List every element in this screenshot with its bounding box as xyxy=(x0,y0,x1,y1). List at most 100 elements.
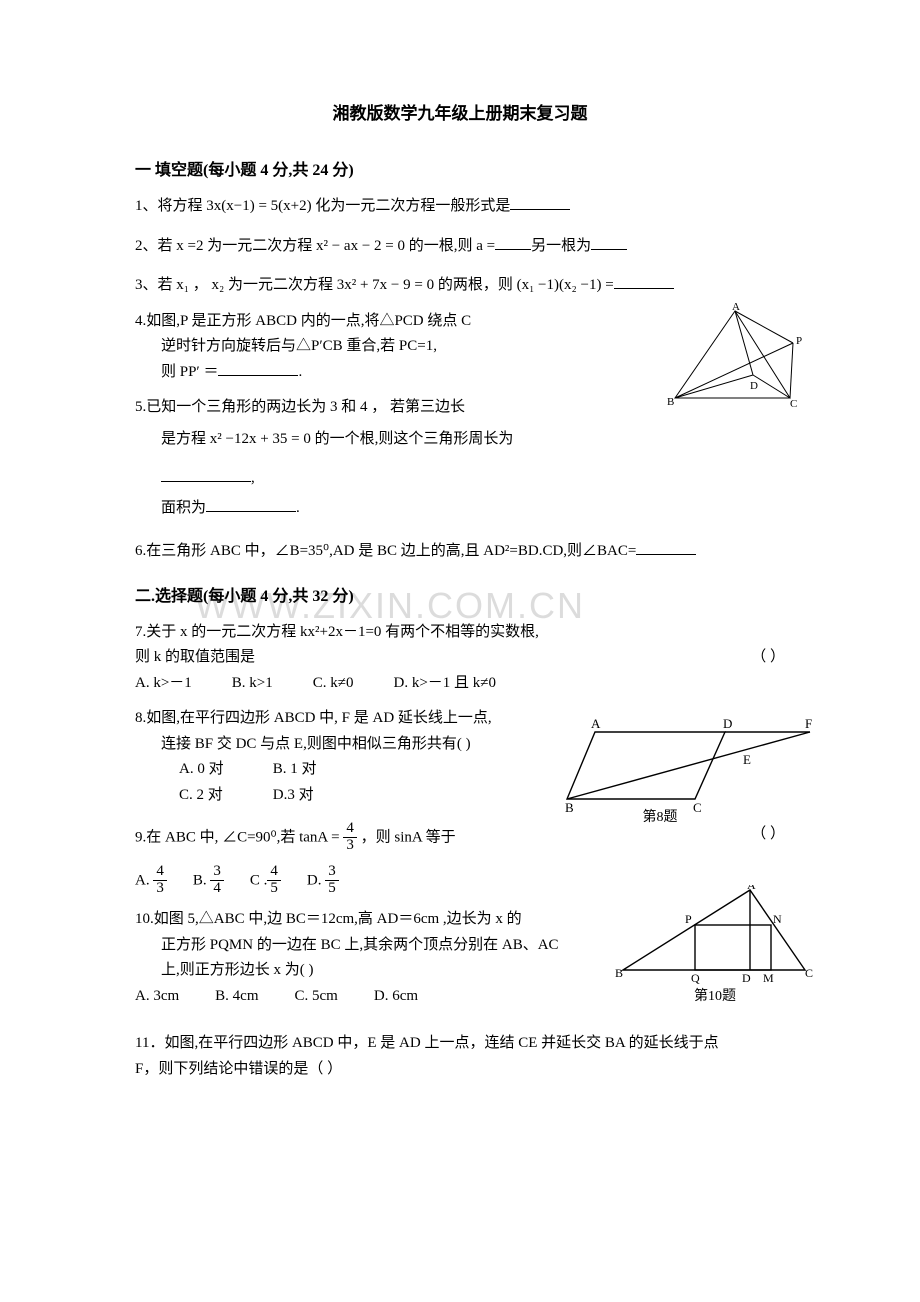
q1: 1、将方程 3x(x−1) = 5(x+2) 化为一元二次方程一般形式是 xyxy=(135,194,785,220)
q7: 7.关于 x 的一元二次方程 kx²+2x－1=0 有两个不相等的实数根, 则 … xyxy=(135,620,785,697)
q8-figure: A D F B C E 第8题 xyxy=(565,714,815,830)
q2: 2、若 x =2 为一元二次方程 x² − ax − 2 = 0 的一根,则 a… xyxy=(135,234,785,260)
doc-title: 湘教版数学九年级上册期末复习题 xyxy=(135,100,785,129)
q9-frac-d: 3 xyxy=(343,838,357,854)
q5-line2: 是方程 x² −12x + 35 = 0 的一个根,则这个三角形周长为 xyxy=(135,427,785,453)
q9-text-b: ，则 sinA 等于 xyxy=(361,830,456,846)
q9-frac-a: 43 xyxy=(153,864,167,897)
q9: 9.在 ABC 中, ∠C=90⁰,若 tanA = 43 ，则 sinA 等于… xyxy=(135,822,785,855)
q8-opt-d: D.3 对 xyxy=(273,787,314,803)
fig-q8-B: B xyxy=(565,800,574,814)
q9-opt-a-wrap: A. 43 xyxy=(135,865,167,898)
q11-l1-text: 11．如图,在平行四边形 ABCD 中，E 是 AD 上一点，连结 CE 并延长… xyxy=(135,1035,719,1051)
q10: 10.如图 5,△ABC 中,边 BC＝12cm,高 AD＝6cm ,边长为 x… xyxy=(135,907,785,1009)
q7-line2-wrap: 则 k 的取值范围是 （ ） xyxy=(135,645,785,671)
fig-q10-C: C xyxy=(805,966,813,980)
q2-text-b: 另一根为 xyxy=(531,238,591,254)
q10-opt-b: B. 4cm xyxy=(215,984,258,1010)
q9-text-a: 9.在 ABC 中, ∠C=90⁰,若 tanA = xyxy=(135,830,340,846)
q9-opt-c-wrap: C .45 xyxy=(250,865,281,898)
q9-frac: 43 xyxy=(343,821,357,854)
q1-blank xyxy=(510,194,570,210)
fig-q8-E: E xyxy=(743,752,751,767)
q5-blank2 xyxy=(206,496,296,512)
section2-heading: 二.选择题(每小题 4 分,共 32 分) xyxy=(135,583,785,610)
q5-line4-wrap: 面积为. xyxy=(135,496,785,522)
section2-wrap: WWW.ZIXIN.COM.CN 二.选择题(每小题 4 分,共 32 分) xyxy=(135,583,785,610)
q5-line4: 面积为 xyxy=(161,500,206,516)
fig-q4-A: A xyxy=(732,303,740,313)
q7-line1: 7.关于 x 的一元二次方程 kx²+2x－1=0 有两个不相等的实数根, xyxy=(135,620,785,646)
q5-line4b: . xyxy=(296,500,300,516)
q5-blank1 xyxy=(161,466,251,482)
q2-blank-b xyxy=(591,234,627,250)
section1-heading: 一 填空题(每小题 4 分,共 24 分) xyxy=(135,157,785,184)
q7-opt-b: B. k>1 xyxy=(232,671,273,697)
q7-opt-a: A. k>－1 xyxy=(135,671,192,697)
q11-line1: 11．如图,在平行四边形 ABCD 中，E 是 AD 上一点，连结 CE 并延长… xyxy=(135,1031,785,1057)
q8: 8.如图,在平行四边形 ABCD 中, F 是 AD 延长线上一点, 连接 BF… xyxy=(135,706,785,808)
fig-q4-C: C xyxy=(790,398,797,410)
q6: 6.在三角形 ABC 中，∠B=35⁰,AD 是 BC 边上的高,且 AD²=B… xyxy=(135,539,785,565)
q4-line3: 则 PP′ ＝ xyxy=(161,364,218,380)
fig-q8-D: D xyxy=(723,716,732,731)
q4-line3b: . xyxy=(298,364,302,380)
q10-opt-c: C. 5cm xyxy=(295,984,338,1010)
q5-line3: , xyxy=(251,470,255,486)
fig-q10-P: P xyxy=(685,912,692,926)
fig-q8-A: A xyxy=(591,716,601,731)
fig-q10-M: M xyxy=(763,971,774,985)
q9-frac-n: 4 xyxy=(343,821,357,838)
q10-opt-a: A. 3cm xyxy=(135,984,179,1010)
q4-blank xyxy=(218,360,298,376)
fig-q10-B: B xyxy=(615,966,623,980)
f-a-d: 3 xyxy=(153,881,167,897)
f-d-n: 3 xyxy=(325,864,339,881)
q5-line3-wrap: , xyxy=(135,466,785,492)
q7-paren: （ ） xyxy=(751,645,785,671)
q3: 3、若 x₁ ， x₂ 为一元二次方程 3x² + 7x − 9 = 0 的两根… xyxy=(135,273,785,299)
q9-frac-c: 45 xyxy=(267,864,281,897)
q5: 5.已知一个三角形的两边长为 3 和 4 ， 若第三边长 是方程 x² −12x… xyxy=(135,395,785,521)
q9-paren: （ ） xyxy=(751,822,785,848)
q11: 11．如图,在平行四边形 ABCD 中，E 是 AD 上一点，连结 CE 并延长… xyxy=(135,1031,785,1082)
q2-text-a: 2、若 x =2 为一元二次方程 x² − ax − 2 = 0 的一根,则 a… xyxy=(135,238,495,254)
q7-options: A. k>－1 B. k>1 C. k≠0 D. k>－1 且 k≠0 xyxy=(135,671,785,697)
q5-line1: 5.已知一个三角形的两边长为 3 和 4 ， 若第三边长 xyxy=(135,395,785,421)
f-b-d: 4 xyxy=(210,881,224,897)
fig10-caption: 第10题 xyxy=(615,985,815,1009)
q9-opt-a: A. xyxy=(135,872,150,888)
q3-blank xyxy=(614,273,674,289)
q3-text: 3、若 x₁ ， x₂ 为一元二次方程 3x² + 7x − 9 = 0 的两根… xyxy=(135,277,614,293)
fig-q8-C: C xyxy=(693,800,702,814)
q1-text: 1、将方程 3x(x−1) = 5(x+2) 化为一元二次方程一般形式是 xyxy=(135,198,510,214)
q10-opt-d: D. 6cm xyxy=(374,984,418,1010)
q9-opt-d-wrap: D. 35 xyxy=(307,865,339,898)
q2-blank-a xyxy=(495,234,531,250)
q9-frac-d: 35 xyxy=(325,864,339,897)
q8-opt-a: A. 0 对 xyxy=(179,757,269,783)
fig-q10-A: A xyxy=(747,885,756,892)
q7-line2: 则 k 的取值范围是 xyxy=(135,649,255,665)
fig-q10-N: N xyxy=(773,912,782,926)
q9-opt-b: B. xyxy=(193,872,207,888)
q7-opt-d: D. k>－1 且 k≠0 xyxy=(394,671,497,697)
q7-opt-c: C. k≠0 xyxy=(313,671,354,697)
q9-opt-d: D. xyxy=(307,872,322,888)
fig-q4-P: P xyxy=(796,335,802,347)
f-d-d: 5 xyxy=(325,881,339,897)
q10-figure: A B C P N Q D M 第10题 xyxy=(615,885,815,1009)
fig-q4-D: D xyxy=(750,380,758,392)
q8-opt-b: B. 1 对 xyxy=(273,761,317,777)
q11-line2: F，则下列结论中错误的是（ ） xyxy=(135,1057,785,1083)
q11-l2-text: F，则下列结论中错误的是（ ） xyxy=(135,1061,342,1077)
f-b-n: 3 xyxy=(210,864,224,881)
q9-opt-b-wrap: B. 34 xyxy=(193,865,224,898)
q8-opt-c: C. 2 对 xyxy=(179,783,269,809)
q9-frac-b: 34 xyxy=(210,864,224,897)
f-a-n: 4 xyxy=(153,864,167,881)
fig-q8-F: F xyxy=(805,716,812,731)
f-c-n: 4 xyxy=(267,864,281,881)
f-c-d: 5 xyxy=(267,881,281,897)
q6-blank xyxy=(636,539,696,555)
